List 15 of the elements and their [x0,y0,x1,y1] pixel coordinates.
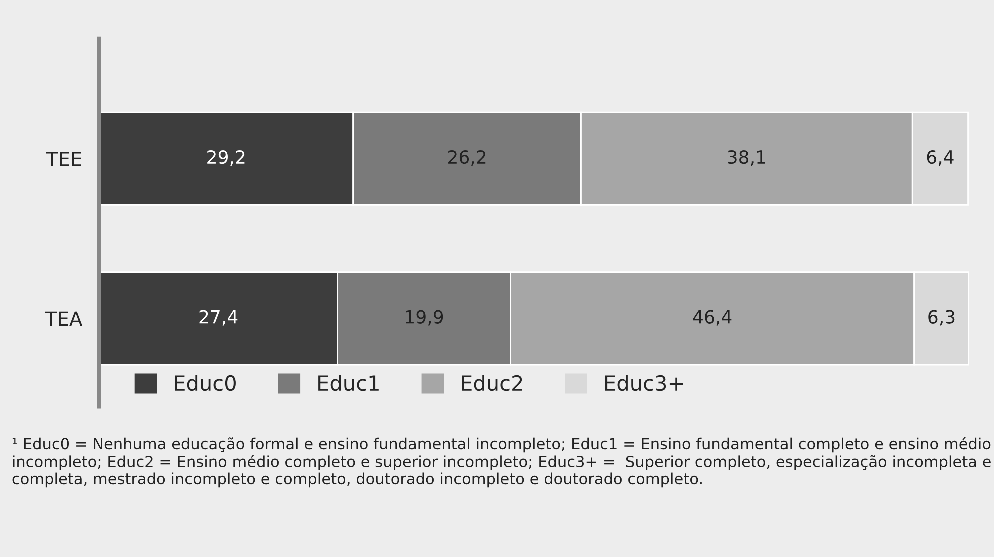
text: ¹ Educ0 = Nenhuma educação formal e ensino fundamental incompleto; Educ1 = Ensino fundamental completo e ensino médio incompleto; Educ2 = Ensino médio completo e superior incompleto; Educ3+ = Superior completo, especialização incompleta e completa, mestrado incompleto e completo, doutorado incompleto e doutorado completo. [12,437,991,488]
legend-label: Educ1 [318,375,379,392]
data-label: 19,9 [406,310,444,326]
data-label: 38,1 [728,150,766,166]
data-label: 29,2 [208,150,245,166]
y-tick-label: TEA [45,312,83,326]
data-label: 26,2 [448,150,486,166]
data-label: 6,4 [927,150,954,166]
y-tick-label: TEE [46,152,82,166]
data-label: 6,3 [928,310,955,326]
legend-label: Educ3+ [606,375,684,392]
legend-label: Educ2 [462,375,522,392]
legend-label: Educ0 [175,375,236,392]
data-label: 27,4 [200,310,238,326]
data-label: 46,4 [693,310,732,326]
